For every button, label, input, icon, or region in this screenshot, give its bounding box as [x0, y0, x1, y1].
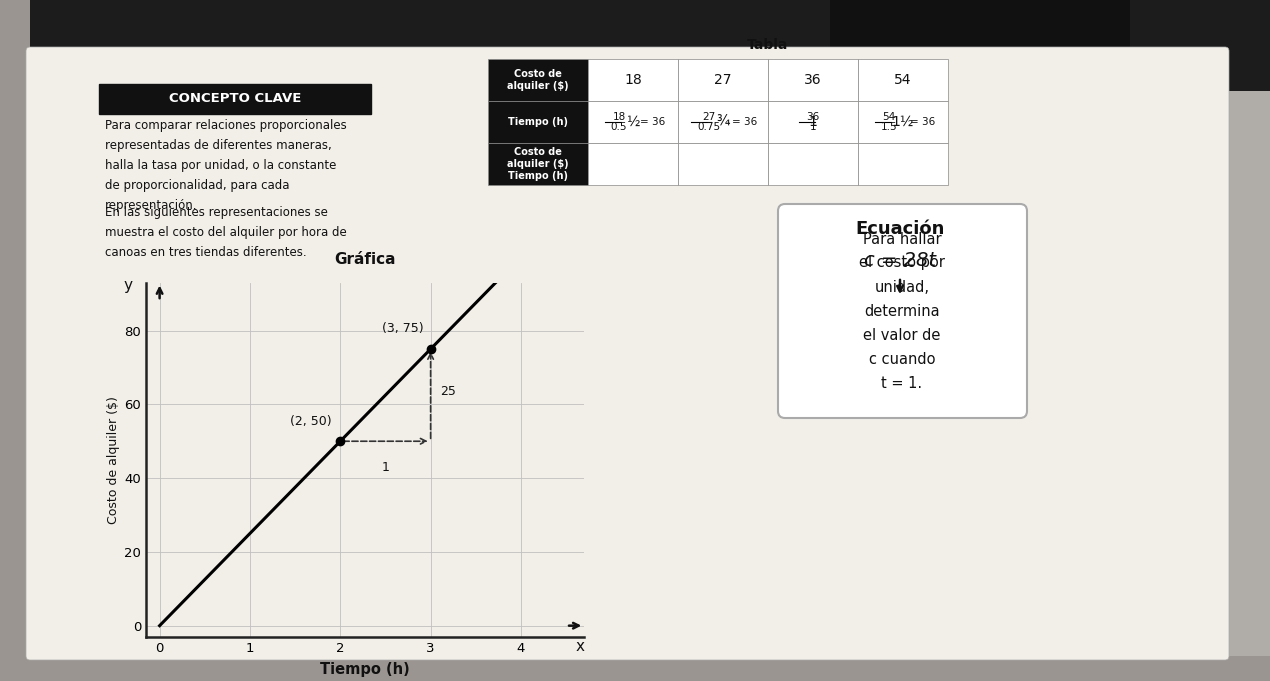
FancyBboxPatch shape [678, 143, 768, 185]
FancyBboxPatch shape [588, 143, 678, 185]
Text: 54: 54 [894, 73, 912, 87]
FancyBboxPatch shape [768, 101, 859, 143]
Text: 1: 1 [809, 115, 818, 129]
FancyBboxPatch shape [99, 84, 371, 114]
Text: ¾: ¾ [716, 115, 730, 129]
X-axis label: Tiempo (h): Tiempo (h) [320, 661, 410, 676]
FancyBboxPatch shape [678, 101, 768, 143]
Text: x: x [575, 639, 584, 654]
Text: 18: 18 [624, 73, 641, 87]
FancyBboxPatch shape [768, 59, 859, 101]
Text: Ecuación: Ecuación [855, 220, 945, 238]
Text: En las siguientes representaciones se
muestra el costo del alquiler por hora de
: En las siguientes representaciones se mu… [105, 206, 347, 259]
FancyBboxPatch shape [588, 59, 678, 101]
FancyBboxPatch shape [859, 59, 947, 101]
Text: 1½: 1½ [892, 115, 914, 129]
Text: 25: 25 [439, 385, 456, 398]
Bar [831, 0, 1130, 61]
Text: (3, 75): (3, 75) [382, 322, 423, 336]
Text: 0.5: 0.5 [611, 123, 627, 133]
Text: = 36: = 36 [640, 117, 665, 127]
Text: = 36: = 36 [732, 117, 757, 127]
Text: c = 28t: c = 28t [864, 251, 936, 270]
Text: 27: 27 [714, 73, 732, 87]
FancyBboxPatch shape [488, 143, 588, 185]
FancyBboxPatch shape [25, 47, 1229, 660]
Text: ½: ½ [626, 115, 640, 129]
Text: Costo de
alquiler ($)
Tiempo (h): Costo de alquiler ($) Tiempo (h) [507, 146, 569, 181]
Y-axis label: Costo de alquiler ($): Costo de alquiler ($) [107, 396, 121, 524]
Text: 0.75: 0.75 [697, 123, 720, 133]
Text: Costo de
alquiler ($): Costo de alquiler ($) [507, 69, 569, 91]
Text: 36: 36 [806, 112, 819, 121]
Text: 1: 1 [381, 461, 390, 474]
Text: (2, 50): (2, 50) [290, 415, 331, 428]
Text: 18: 18 [612, 112, 626, 121]
Bar [0, 0, 1270, 91]
Text: Tiempo (h): Tiempo (h) [508, 117, 568, 127]
Bar [0, 0, 30, 681]
Text: 54: 54 [883, 112, 895, 121]
Text: Para comparar relaciones proporcionales
representadas de diferentes maneras,
hal: Para comparar relaciones proporcionales … [105, 119, 347, 212]
Text: CONCEPTO CLAVE: CONCEPTO CLAVE [169, 93, 301, 106]
Text: Para hallar
el costo por
unidad,
determina
el valor de
c cuando
t = 1.: Para hallar el costo por unidad, determi… [859, 232, 945, 390]
FancyBboxPatch shape [779, 204, 1027, 418]
Text: Tabla: Tabla [747, 38, 789, 52]
Text: 1: 1 [810, 123, 817, 133]
Text: 36: 36 [804, 73, 822, 87]
FancyBboxPatch shape [768, 143, 859, 185]
Bar [0, 656, 1270, 681]
FancyBboxPatch shape [678, 59, 768, 101]
FancyBboxPatch shape [588, 101, 678, 143]
Text: = 36: = 36 [911, 117, 935, 127]
FancyBboxPatch shape [488, 101, 588, 143]
Text: 1.5: 1.5 [880, 123, 898, 133]
Text: y: y [123, 278, 132, 293]
Text: 27: 27 [702, 112, 715, 121]
FancyBboxPatch shape [859, 101, 947, 143]
FancyBboxPatch shape [859, 143, 947, 185]
FancyBboxPatch shape [488, 59, 588, 101]
Text: Gráfica: Gráfica [334, 251, 396, 267]
